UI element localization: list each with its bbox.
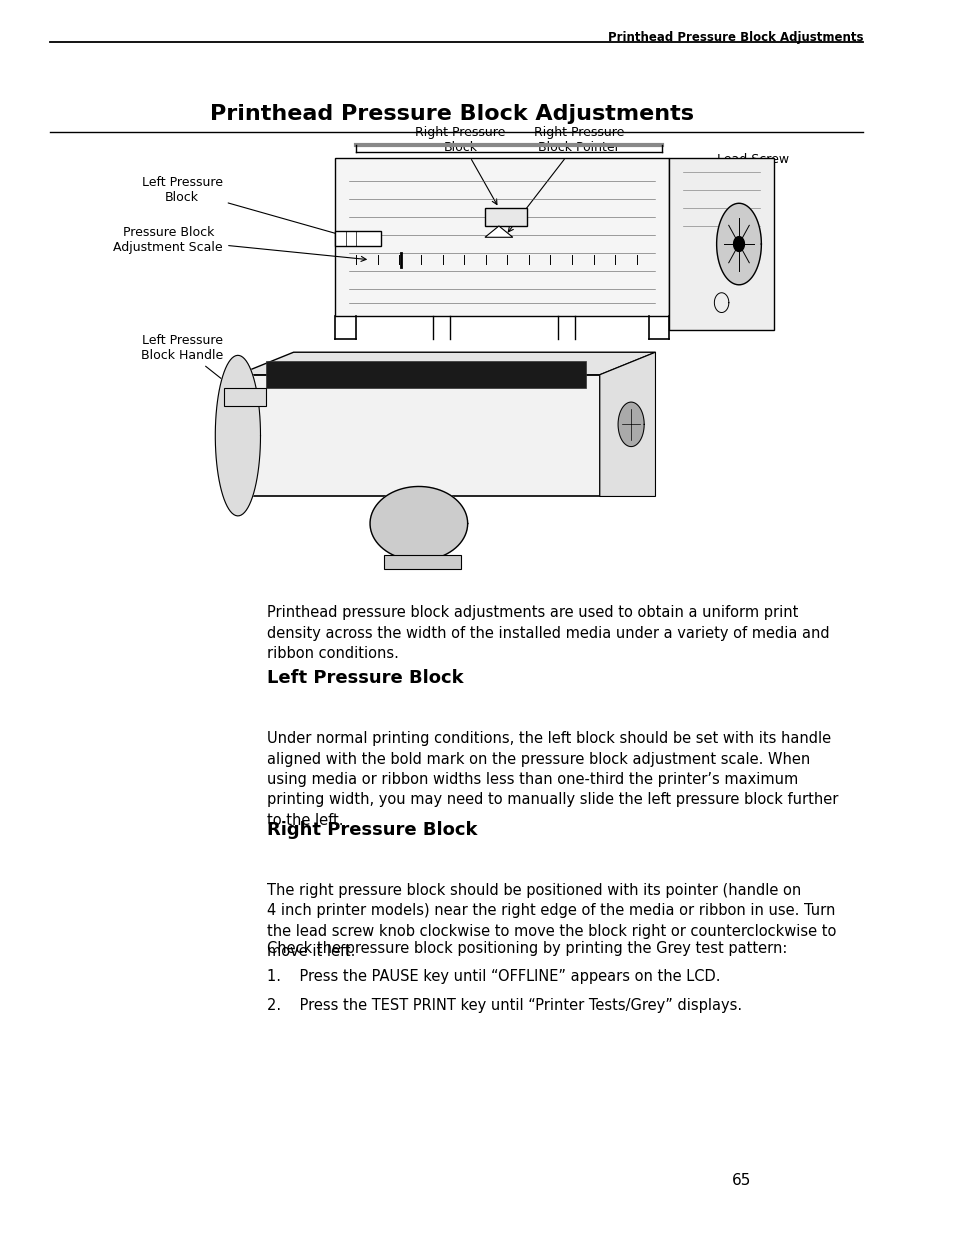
Polygon shape xyxy=(716,204,760,285)
Text: 2.    Press the TEST PRINT key until “Printer Tests/Grey” displays.: 2. Press the TEST PRINT key until “Print… xyxy=(266,998,741,1013)
Polygon shape xyxy=(370,487,467,561)
Polygon shape xyxy=(215,356,260,516)
Polygon shape xyxy=(599,352,655,496)
Text: Under normal printing conditions, the left block should be set with its handle
a: Under normal printing conditions, the le… xyxy=(266,731,837,827)
Polygon shape xyxy=(224,388,266,406)
Polygon shape xyxy=(733,237,743,252)
Text: 1.    Press the PAUSE key until “OFFLINE” appears on the LCD.: 1. Press the PAUSE key until “OFFLINE” a… xyxy=(266,969,720,984)
Text: 65: 65 xyxy=(731,1173,750,1188)
Text: Lead Screw
Knob: Lead Screw Knob xyxy=(716,153,788,227)
Text: Right Pressure
Block: Right Pressure Block xyxy=(415,126,505,205)
Text: Left Pressure Block: Left Pressure Block xyxy=(266,669,463,688)
Text: Check the pressure block positioning by printing the Grey test pattern:: Check the pressure block positioning by … xyxy=(266,941,786,956)
Polygon shape xyxy=(484,207,526,226)
Polygon shape xyxy=(335,231,380,246)
Text: Left Pressure
Block Handle: Left Pressure Block Handle xyxy=(141,333,241,395)
Text: Left Pressure
Block: Left Pressure Block xyxy=(142,175,345,237)
Text: Printhead Pressure Block Adjustments: Printhead Pressure Block Adjustments xyxy=(210,104,693,124)
Text: Right Pressure
Block Pointer: Right Pressure Block Pointer xyxy=(508,126,623,232)
Polygon shape xyxy=(669,158,773,330)
Text: Right Pressure Block: Right Pressure Block xyxy=(266,821,476,840)
Polygon shape xyxy=(335,158,669,316)
Polygon shape xyxy=(384,555,460,568)
Text: Printhead pressure block adjustments are used to obtain a uniform print
density : Printhead pressure block adjustments are… xyxy=(266,605,828,661)
Polygon shape xyxy=(618,403,643,447)
Polygon shape xyxy=(484,226,513,237)
Text: Pressure Block
Adjustment Scale: Pressure Block Adjustment Scale xyxy=(113,226,366,262)
Polygon shape xyxy=(266,361,585,388)
Text: Printhead Pressure Block Adjustments: Printhead Pressure Block Adjustments xyxy=(607,31,862,44)
Polygon shape xyxy=(237,374,599,496)
Polygon shape xyxy=(237,352,655,374)
Text: The right pressure block should be positioned with its pointer (handle on
4 inch: The right pressure block should be posit… xyxy=(266,883,835,960)
